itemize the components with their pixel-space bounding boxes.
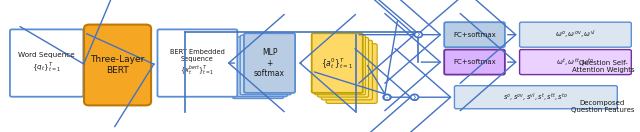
Text: $\Sigma$: $\Sigma$	[415, 29, 422, 40]
Circle shape	[383, 94, 391, 100]
FancyBboxPatch shape	[520, 22, 631, 47]
FancyBboxPatch shape	[236, 37, 287, 97]
Text: $\odot$: $\odot$	[383, 92, 392, 103]
Text: $s^o, s^{ov}, s^{vl}, s^t, s^{tt}, s^{to}$: $s^o, s^{ov}, s^{vl}, s^t, s^{tt}, s^{to…	[503, 91, 568, 103]
Text: MLP
+
softmax: MLP + softmax	[254, 48, 285, 78]
FancyBboxPatch shape	[84, 25, 151, 105]
FancyBboxPatch shape	[240, 35, 291, 95]
FancyBboxPatch shape	[444, 22, 505, 47]
Text: Decomposed
Question Features: Decomposed Question Features	[571, 100, 634, 113]
FancyBboxPatch shape	[244, 33, 295, 93]
Text: $\{a_t^0\}_{t=1}^T$: $\{a_t^0\}_{t=1}^T$	[321, 56, 353, 70]
FancyBboxPatch shape	[312, 33, 363, 93]
Text: Word Sequence
$\{q_t\}_{t=1}^T$: Word Sequence $\{q_t\}_{t=1}^T$	[19, 52, 75, 74]
Text: $\Sigma$: $\Sigma$	[411, 92, 418, 103]
FancyBboxPatch shape	[454, 86, 617, 109]
FancyBboxPatch shape	[326, 44, 377, 103]
FancyBboxPatch shape	[232, 39, 284, 98]
Text: $\omega^o, \omega^{ov}, \omega^{vl}$: $\omega^o, \omega^{ov}, \omega^{vl}$	[555, 29, 596, 41]
FancyBboxPatch shape	[10, 29, 83, 97]
FancyBboxPatch shape	[157, 29, 237, 97]
Text: BERT Embedded
Sequence
$\{x_t^{bert}\}_{t=1}^T$: BERT Embedded Sequence $\{x_t^{bert}\}_{…	[170, 49, 225, 77]
Text: Three-Layer
BERT: Three-Layer BERT	[90, 55, 145, 75]
Text: FC+softmax: FC+softmax	[453, 59, 496, 65]
FancyBboxPatch shape	[444, 50, 505, 75]
FancyBboxPatch shape	[317, 37, 369, 97]
Text: FC+softmax: FC+softmax	[453, 32, 496, 38]
Text: Question Self-
Attention Weights: Question Self- Attention Weights	[572, 60, 634, 73]
FancyBboxPatch shape	[520, 50, 631, 75]
FancyBboxPatch shape	[321, 40, 372, 100]
FancyBboxPatch shape	[314, 35, 365, 95]
Circle shape	[411, 94, 419, 100]
Text: $\omega^t, \omega^{tt}, \omega^{to}$: $\omega^t, \omega^{tt}, \omega^{to}$	[556, 56, 595, 68]
Circle shape	[414, 32, 422, 38]
